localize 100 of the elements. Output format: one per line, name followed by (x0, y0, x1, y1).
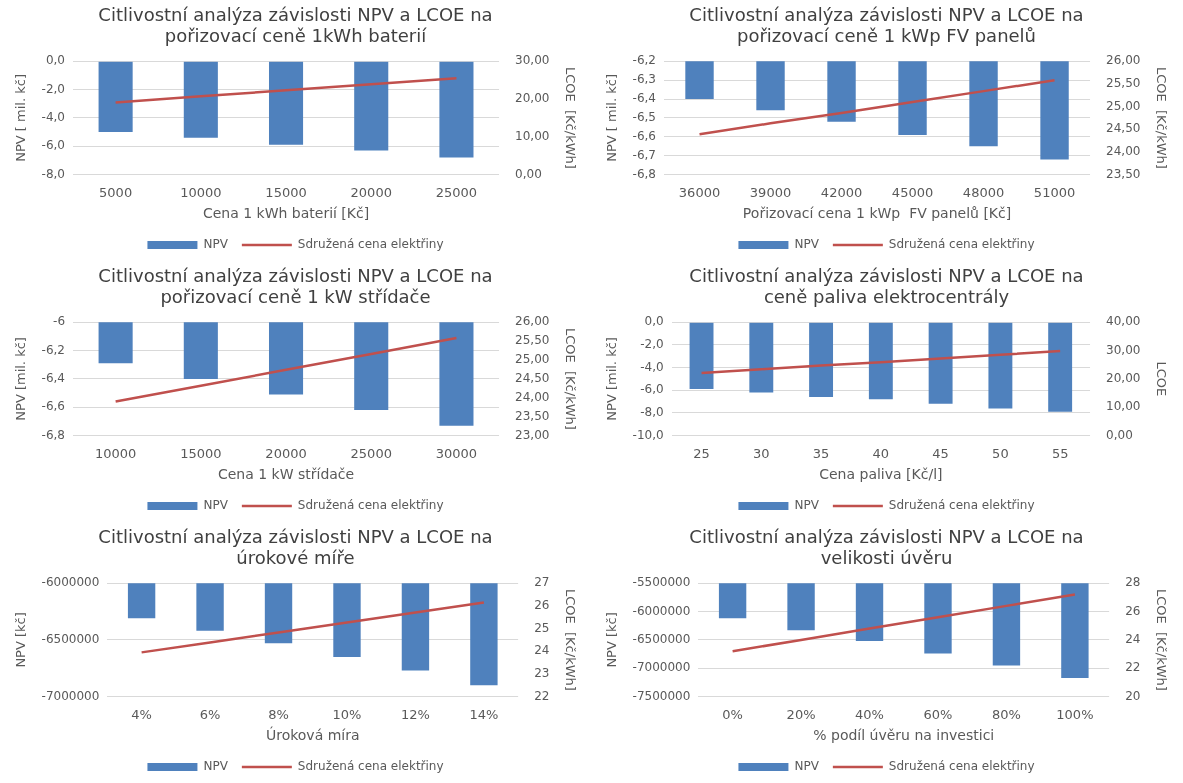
legend-label: NPV (794, 759, 820, 774)
y2-tick-label: 23,50 (1106, 166, 1141, 181)
y-tick-label: -6000000 (632, 603, 691, 618)
legend-label: NPV (794, 237, 820, 252)
y2-tick-label: 24,00 (515, 389, 550, 404)
y-tick-label: -6500000 (632, 632, 691, 647)
x-tick-label: 60% (923, 706, 953, 722)
x-tick-label: 45 (932, 445, 949, 461)
y2-axis-title: LCOE [Kč/kWh] (562, 66, 578, 169)
y-tick-label: -6,2 (632, 53, 657, 68)
y2-tick-label: 23,50 (515, 408, 550, 423)
y2-tick-label: 24 (534, 643, 550, 658)
y2-tick-label: 30,00 (515, 53, 550, 68)
chart-title: Citlivostní analýza závislosti NPV a LCOE na pořizovací ceně 1 kW střídače (97, 265, 494, 307)
chart-title: Citlivostní analýza závislosti NPV a LCOE na velikosti úvěru (688, 526, 1085, 568)
y-axis-title: NPV [mil. kč] (604, 337, 620, 421)
x-tick-label: 4% (131, 706, 152, 722)
y-tick-label: -4,0 (640, 359, 664, 374)
x-axis-title: % podíl úvěru na investici (813, 727, 995, 744)
x-tick-label: 15000 (265, 184, 307, 200)
y2-tick-label: 25,00 (515, 352, 550, 367)
y-tick-label: -6000000 (41, 575, 100, 590)
x-tick-label: 6% (199, 706, 221, 722)
legend-label: NPV (203, 759, 229, 774)
y-axis-title: NPV [ mil. kč] (13, 74, 29, 162)
x-tick-label: 40% (855, 706, 884, 722)
legend-label: Sdružená cena elektřiny (297, 759, 444, 774)
x-tick-label: 48000 (962, 184, 1005, 200)
x-tick-label: 25 (693, 445, 710, 461)
y-tick-label: -4,0 (41, 110, 66, 125)
y2-tick-label: 20,00 (1106, 371, 1141, 386)
y2-tick-label: 26,00 (515, 314, 550, 329)
x-tick-label: 51000 (1033, 184, 1076, 200)
x-tick-label: 25000 (350, 445, 392, 461)
y2-tick-label: 40,00 (1106, 314, 1141, 329)
x-axis-title: Úroková míra (265, 726, 360, 744)
chart-title: Citlivostní analýza závislosti NPV a LCOE na pořizovací ceně 1kWh baterií (97, 4, 494, 46)
y-tick-label: -2,0 (41, 81, 66, 96)
x-tick-label: 0% (722, 706, 743, 722)
y-tick-label: -6,6 (41, 399, 66, 414)
y-tick-label: -2,0 (640, 337, 664, 352)
y2-tick-label: 25,50 (515, 333, 550, 348)
legend-label: NPV (203, 237, 229, 252)
x-tick-label: 10000 (180, 184, 222, 200)
x-tick-label: 10000 (94, 445, 137, 461)
legend-label: Sdružená cena elektřiny (888, 759, 1035, 774)
x-tick-label: 50 (992, 445, 1009, 461)
x-axis-title: Pořizovací cena 1 kWp FV panelů [Kč] (742, 205, 1012, 222)
y2-tick-label: 23 (534, 666, 550, 681)
legend-label: NPV (794, 498, 820, 513)
y2-tick-label: 0,00 (1106, 427, 1133, 442)
y-tick-label: -8,0 (41, 166, 66, 181)
y-tick-label: -6500000 (41, 632, 100, 647)
x-tick-label: 20% (786, 706, 816, 722)
y-tick-label: -6,5 (632, 110, 657, 125)
x-axis-title: Cena 1 kWh baterií [Kč] (202, 205, 370, 222)
legend-label: Sdružená cena elektřiny (888, 498, 1035, 513)
y-tick-label: 0,0 (45, 53, 66, 68)
y2-axis-title: LCOE (1153, 361, 1169, 397)
chart-title: Citlivostní analýza závislosti NPV a LCOE na úrokové míře (97, 526, 494, 568)
x-tick-label: 100% (1056, 706, 1094, 722)
y2-tick-label: 25,50 (1106, 76, 1141, 91)
y-tick-label: -7000000 (41, 688, 100, 703)
y-tick-label: -7500000 (632, 688, 691, 703)
y-tick-label: -5500000 (632, 575, 691, 590)
x-tick-label: 42000 (820, 184, 863, 200)
x-tick-label: 20000 (265, 445, 307, 461)
y2-tick-label: 23,00 (515, 427, 550, 442)
x-tick-label: 25000 (435, 184, 478, 200)
y2-tick-label: 22 (1125, 660, 1141, 675)
y2-tick-label: 0,00 (515, 166, 542, 181)
y-tick-label: -6,0 (640, 382, 664, 397)
x-tick-label: 10% (332, 706, 362, 722)
y2-tick-label: 24,50 (515, 371, 550, 386)
y2-axis-title: LCOE [Kč/kWh] (562, 327, 578, 430)
y-axis-title: NPV [kč] (604, 612, 620, 668)
y-tick-label: -6,2 (41, 342, 66, 357)
chart-title: Citlivostní analýza závislosti NPV a LCOE na ceně paliva elektrocentrály (688, 265, 1085, 307)
y2-tick-label: 10,00 (1106, 399, 1141, 414)
y-tick-label: -6,4 (41, 371, 66, 386)
y-tick-label: -8,0 (640, 405, 664, 420)
y2-tick-label: 28 (1125, 575, 1141, 590)
legend-label: Sdružená cena elektřiny (297, 237, 444, 252)
x-axis-title: Cena paliva [Kč/l] (819, 466, 943, 483)
y2-tick-label: 20,00 (515, 91, 550, 106)
y2-tick-label: 24,50 (1106, 121, 1141, 136)
y-tick-label: -6,4 (632, 91, 657, 106)
x-tick-label: 20000 (350, 184, 392, 200)
x-axis-title: Cena 1 kW střídače (217, 466, 355, 483)
x-tick-label: 45000 (891, 184, 934, 200)
x-tick-label: 35 (812, 445, 830, 461)
y-tick-label: -10,0 (632, 427, 664, 442)
y2-tick-label: 20 (1125, 688, 1141, 703)
y-tick-label: 0,0 (644, 314, 664, 329)
y2-tick-label: 27 (534, 575, 550, 590)
legend-label: Sdružená cena elektřiny (297, 498, 444, 513)
y2-tick-label: 10,00 (515, 128, 550, 143)
x-tick-label: 39000 (749, 184, 792, 200)
y2-tick-label: 30,00 (1106, 342, 1141, 357)
y-axis-title: NPV [ mil. kč] (604, 74, 620, 162)
